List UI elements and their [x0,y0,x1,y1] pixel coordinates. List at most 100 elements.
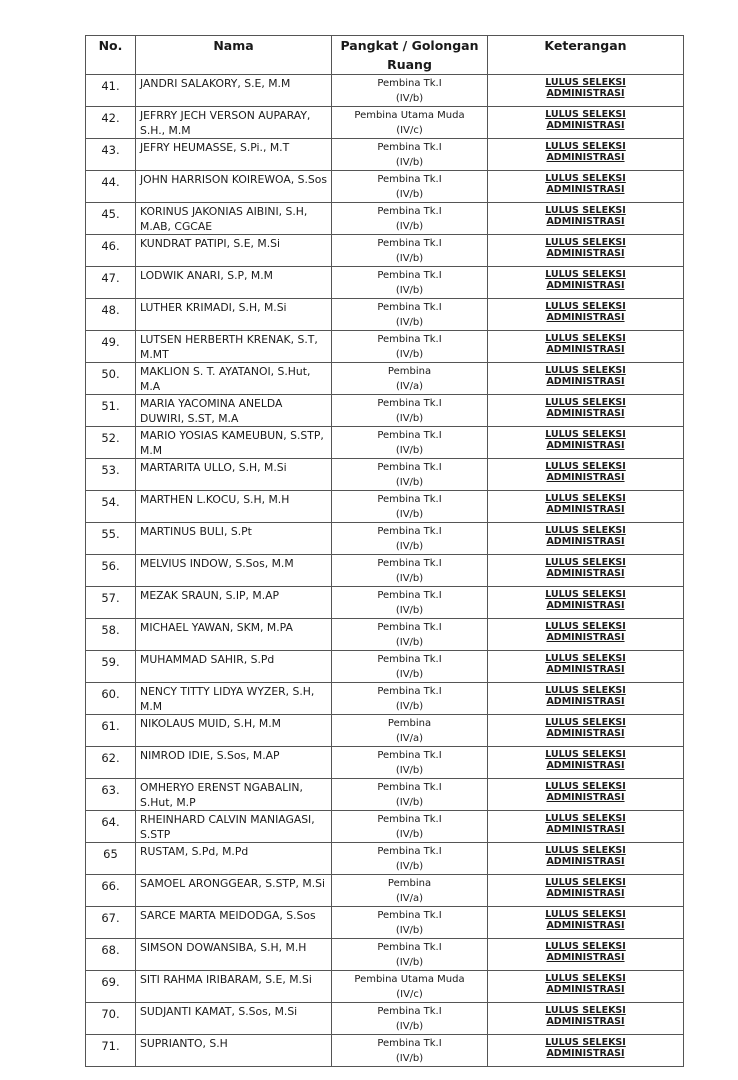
status-line-2: ADMINISTRASI [546,280,625,291]
row-number: 55. [85,522,136,555]
rank-group: (IV/b) [395,1021,424,1032]
row-status: LULUS SELEKSI ADMINISTRASI [487,522,684,555]
row-status: LULUS SELEKSI ADMINISTRASI [487,970,684,1003]
row-number: 63. [85,778,136,811]
rank-group: (IV/b) [395,541,424,552]
status-line-2: ADMINISTRASI [546,824,625,835]
row-status: LULUS SELEKSI ADMINISTRASI [487,106,684,139]
row-number: 62. [85,746,136,779]
rank-title: Pembina Tk.I [377,622,442,633]
status-line-1: LULUS SELEKSI [545,813,626,824]
rank-group: (IV/b) [395,573,424,584]
row-number: 48. [85,298,136,331]
table-row: 56. MELVIUS INDOW, S.Sos, M.M Pembina Tk.I… [85,554,684,587]
row-status: LULUS SELEKSI ADMINISTRASI [487,394,684,427]
rank-group: (IV/b) [395,317,424,328]
rank-title: Pembina Tk.I [377,206,442,217]
row-number: 70. [85,1002,136,1035]
row-number: 71. [85,1034,136,1067]
rank-group: (IV/b) [395,157,424,168]
row-status: LULUS SELEKSI ADMINISTRASI [487,298,684,331]
status-line-1: LULUS SELEKSI [545,493,626,504]
row-number: 42. [85,106,136,139]
row-status: LULUS SELEKSI ADMINISTRASI [487,810,684,843]
row-rank: Pembina Tk.I (IV/b) [331,330,488,363]
row-status: LULUS SELEKSI ADMINISTRASI [487,586,684,619]
rank-title: Pembina Tk.I [377,1006,442,1017]
status-line-1: LULUS SELEKSI [545,685,626,696]
header-nama: Nama [135,35,332,75]
rank-title: Pembina Tk.I [377,238,442,249]
rank-title: Pembina Tk.I [377,750,442,761]
rank-group: (IV/b) [395,189,424,200]
status-line-2: ADMINISTRASI [546,344,625,355]
rank-title: Pembina Tk.I [377,686,442,697]
status-line-2: ADMINISTRASI [546,920,625,931]
row-rank: Pembina Tk.I (IV/b) [331,490,488,523]
row-name: KUNDRAT PATIPI, S.E, M.Si [135,234,332,267]
status-line-1: LULUS SELEKSI [545,205,626,216]
status-line-2: ADMINISTRASI [546,88,625,99]
rank-title: Pembina Tk.I [377,590,442,601]
status-line-1: LULUS SELEKSI [545,365,626,376]
status-line-2: ADMINISTRASI [546,216,625,227]
status-line-2: ADMINISTRASI [546,568,625,579]
row-rank: Pembina Tk.I (IV/b) [331,938,488,971]
row-status: LULUS SELEKSI ADMINISTRASI [487,618,684,651]
status-line-1: LULUS SELEKSI [545,141,626,152]
rank-group: (IV/b) [395,605,424,616]
row-rank: Pembina Tk.I (IV/b) [331,810,488,843]
rank-title: Pembina Tk.I [377,654,442,665]
status-line-1: LULUS SELEKSI [545,237,626,248]
status-line-1: LULUS SELEKSI [545,397,626,408]
table-row: 41. JANDRI SALAKORY, S.E, M.M Pembina Tk.I… [85,74,684,107]
row-name: LUTSEN HERBERTH KRENAK, S.T, M.MT [135,330,332,363]
row-rank: Pembina Tk.I (IV/b) [331,426,488,459]
rank-group: (IV/b) [395,797,424,808]
status-line-2: ADMINISTRASI [546,248,625,259]
status-line-1: LULUS SELEKSI [545,749,626,760]
status-line-2: ADMINISTRASI [546,504,625,515]
table-row: 63. OMHERYO ERENST NGABALIN, S.Hut, M.P Pe… [85,778,684,811]
table-row: 49. LUTSEN HERBERTH KRENAK, S.T, M.MT Pemb… [85,330,684,363]
header-keterangan: Keterangan [487,35,684,75]
rank-title: Pembina Tk.I [377,814,442,825]
rank-group: (IV/b) [395,669,424,680]
table-row: 62. NIMROD IDIE, S.Sos, M.AP Pembina Tk.I (… [85,746,684,779]
row-rank: Pembina Tk.I (IV/b) [331,522,488,555]
row-rank: Pembina Tk.I (IV/b) [331,842,488,875]
rank-title: Pembina Tk.I [377,462,442,473]
row-name: JEFRY HEUMASSE, S.Pi., M.T [135,138,332,171]
row-number: 66. [85,874,136,907]
status-line-1: LULUS SELEKSI [545,1005,626,1016]
status-line-2: ADMINISTRASI [546,440,625,451]
row-status: LULUS SELEKSI ADMINISTRASI [487,906,684,939]
row-number: 61. [85,714,136,747]
row-status: LULUS SELEKSI ADMINISTRASI [487,330,684,363]
row-number: 65 [85,842,136,875]
status-line-2: ADMINISTRASI [546,1048,625,1059]
row-name: MARIA YACOMINA ANELDA DUWIRI, S.ST, M.A [135,394,332,427]
row-rank: Pembina Tk.I (IV/b) [331,1002,488,1035]
rank-group: (IV/b) [395,765,424,776]
table-row: 65 RUSTAM, S.Pd, M.Pd Pembina Tk.I (IV/b) LU… [85,842,684,875]
status-line-2: ADMINISTRASI [546,856,625,867]
table-row: 50. MAKLION S. T. AYATANOI, S.Hut, M.A Pem… [85,362,684,395]
row-status: LULUS SELEKSI ADMINISTRASI [487,650,684,683]
rank-title: Pembina [387,878,432,889]
status-line-2: ADMINISTRASI [546,312,625,323]
status-line-1: LULUS SELEKSI [545,333,626,344]
status-line-2: ADMINISTRASI [546,952,625,963]
row-name: MAKLION S. T. AYATANOI, S.Hut, M.A [135,362,332,395]
status-line-1: LULUS SELEKSI [545,461,626,472]
rank-title: Pembina Tk.I [377,142,442,153]
table-row: 60. NENCY TITTY LIDYA WYZER, S.H, M.M Pemb… [85,682,684,715]
table-row: 47. LODWIK ANARI, S.P, M.M Pembina Tk.I (IV… [85,266,684,299]
rank-group: (IV/b) [395,349,424,360]
table-row: 70. SUDJANTI KAMAT, S.Sos, M.Si Pembina Tk… [85,1002,684,1035]
rank-group: (IV/b) [395,413,424,424]
table-row: 46. KUNDRAT PATIPI, S.E, M.Si Pembina Tk.I… [85,234,684,267]
row-status: LULUS SELEKSI ADMINISTRASI [487,682,684,715]
rank-group: (IV/c) [396,125,423,136]
table-row: 51. MARIA YACOMINA ANELDA DUWIRI, S.ST, M… [85,394,684,427]
